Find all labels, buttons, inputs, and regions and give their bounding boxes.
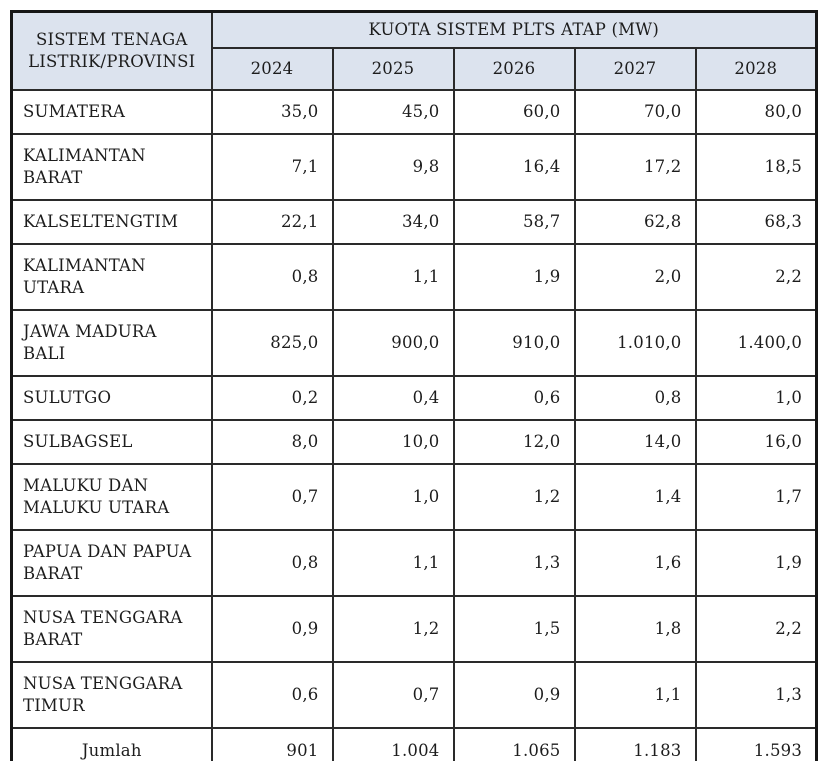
province-cell: SULBAGSEL xyxy=(10,419,213,465)
value-cell: 900,0 xyxy=(331,309,455,377)
value-cell: 1.010,0 xyxy=(573,309,697,377)
table-body: SUMATERA 35,0 45,0 60,0 70,0 80,0 KALIMA… xyxy=(10,89,818,729)
table-row: KALSELTENGTIM 22,1 34,0 58,7 62,8 68,3 xyxy=(10,199,818,245)
value-cell: 1,9 xyxy=(694,529,818,597)
value-cell: 22,1 xyxy=(210,199,334,245)
value-cell: 1,1 xyxy=(573,661,697,729)
value-cell: 0,6 xyxy=(452,375,576,421)
quota-table: SISTEM TENAGA LISTRIK/PROVINSI KUOTA SIS… xyxy=(10,10,819,761)
total-row: Jumlah 901 1.004 1.065 1.183 1.593 xyxy=(10,727,818,761)
table-row: JAWA MADURA BALI 825,0 900,0 910,0 1.010… xyxy=(10,309,818,377)
value-cell: 0,7 xyxy=(331,661,455,729)
value-cell: 1,7 xyxy=(694,463,818,531)
value-cell: 0,2 xyxy=(210,375,334,421)
province-cell: JAWA MADURA BALI xyxy=(10,309,213,377)
value-cell: 0,9 xyxy=(210,595,334,663)
value-cell: 2,2 xyxy=(694,595,818,663)
total-value-cell: 1.004 xyxy=(331,727,455,761)
year-header-2026: 2026 xyxy=(452,47,576,91)
value-cell: 910,0 xyxy=(452,309,576,377)
value-cell: 58,7 xyxy=(452,199,576,245)
total-value-cell: 1.593 xyxy=(694,727,818,761)
value-cell: 9,8 xyxy=(331,133,455,201)
value-cell: 8,0 xyxy=(210,419,334,465)
value-cell: 1,8 xyxy=(573,595,697,663)
province-cell: PAPUA DAN PAPUA BARAT xyxy=(10,529,213,597)
value-cell: 17,2 xyxy=(573,133,697,201)
province-cell: SUMATERA xyxy=(10,89,213,135)
total-value-cell: 1.183 xyxy=(573,727,697,761)
table-row: SULUTGO 0,2 0,4 0,6 0,8 1,0 xyxy=(10,375,818,421)
value-cell: 1,1 xyxy=(331,243,455,311)
value-cell: 1,9 xyxy=(452,243,576,311)
value-cell: 0,8 xyxy=(210,243,334,311)
header-row-title: SISTEM TENAGA LISTRIK/PROVINSI KUOTA SIS… xyxy=(10,10,818,91)
total-value-cell: 1.065 xyxy=(452,727,576,761)
province-cell: SULUTGO xyxy=(10,375,213,421)
value-cell: 16,0 xyxy=(694,419,818,465)
table-row: SUMATERA 35,0 45,0 60,0 70,0 80,0 xyxy=(10,89,818,135)
value-cell: 0,8 xyxy=(210,529,334,597)
value-cell: 1,0 xyxy=(694,375,818,421)
header-row-years: 2024 2025 2026 2027 2028 xyxy=(12,47,818,91)
value-cell: 10,0 xyxy=(331,419,455,465)
value-cell: 80,0 xyxy=(694,89,818,135)
value-cell: 1,2 xyxy=(452,463,576,531)
value-cell: 2,0 xyxy=(573,243,697,311)
value-cell: 1,6 xyxy=(573,529,697,597)
year-header-2027: 2027 xyxy=(573,47,697,91)
title-header-cell: KUOTA SISTEM PLTS ATAP (MW) xyxy=(210,10,818,49)
corner-header-cell: SISTEM TENAGA LISTRIK/PROVINSI xyxy=(10,10,213,91)
value-cell: 34,0 xyxy=(331,199,455,245)
table-row: KALIMANTAN BARAT 7,1 9,8 16,4 17,2 18,5 xyxy=(10,133,818,201)
value-cell: 0,4 xyxy=(331,375,455,421)
value-cell: 16,4 xyxy=(452,133,576,201)
province-cell: NUSA TENGGARA BARAT xyxy=(10,595,213,663)
value-cell: 45,0 xyxy=(331,89,455,135)
value-cell: 0,8 xyxy=(573,375,697,421)
year-header-2024: 2024 xyxy=(210,47,334,91)
table-row: KALIMANTAN UTARA 0,8 1,1 1,9 2,0 2,2 xyxy=(10,243,818,311)
table-row: PAPUA DAN PAPUA BARAT 0,8 1,1 1,3 1,6 1,… xyxy=(10,529,818,597)
table-footer: Jumlah 901 1.004 1.065 1.183 1.593 xyxy=(10,727,818,761)
year-header-2025: 2025 xyxy=(331,47,455,91)
value-cell: 0,7 xyxy=(210,463,334,531)
value-cell: 825,0 xyxy=(210,309,334,377)
table-header: SISTEM TENAGA LISTRIK/PROVINSI KUOTA SIS… xyxy=(10,10,818,91)
province-cell: KALIMANTAN UTARA xyxy=(10,243,213,311)
value-cell: 1.400,0 xyxy=(694,309,818,377)
value-cell: 12,0 xyxy=(452,419,576,465)
value-cell: 1,0 xyxy=(331,463,455,531)
value-cell: 1,4 xyxy=(573,463,697,531)
value-cell: 1,2 xyxy=(331,595,455,663)
table-row: NUSA TENGGARA BARAT 0,9 1,2 1,5 1,8 2,2 xyxy=(10,595,818,663)
year-header-2028: 2028 xyxy=(694,47,818,91)
province-cell: MALUKU DAN MALUKU UTARA xyxy=(10,463,213,531)
table-row: SULBAGSEL 8,0 10,0 12,0 14,0 16,0 xyxy=(10,419,818,465)
value-cell: 70,0 xyxy=(573,89,697,135)
value-cell: 1,3 xyxy=(452,529,576,597)
value-cell: 35,0 xyxy=(210,89,334,135)
value-cell: 2,2 xyxy=(694,243,818,311)
province-cell: KALSELTENGTIM xyxy=(10,199,213,245)
total-label-cell: Jumlah xyxy=(10,727,213,761)
value-cell: 68,3 xyxy=(694,199,818,245)
total-value-cell: 901 xyxy=(210,727,334,761)
value-cell: 18,5 xyxy=(694,133,818,201)
value-cell: 60,0 xyxy=(452,89,576,135)
value-cell: 1,5 xyxy=(452,595,576,663)
table-row: MALUKU DAN MALUKU UTARA 0,7 1,0 1,2 1,4 … xyxy=(10,463,818,531)
province-cell: KALIMANTAN BARAT xyxy=(10,133,213,201)
table-row: NUSA TENGGARA TIMUR 0,6 0,7 0,9 1,1 1,3 xyxy=(10,661,818,729)
value-cell: 1,3 xyxy=(694,661,818,729)
value-cell: 7,1 xyxy=(210,133,334,201)
value-cell: 62,8 xyxy=(573,199,697,245)
province-cell: NUSA TENGGARA TIMUR xyxy=(10,661,213,729)
value-cell: 14,0 xyxy=(573,419,697,465)
value-cell: 0,9 xyxy=(452,661,576,729)
value-cell: 1,1 xyxy=(331,529,455,597)
value-cell: 0,6 xyxy=(210,661,334,729)
